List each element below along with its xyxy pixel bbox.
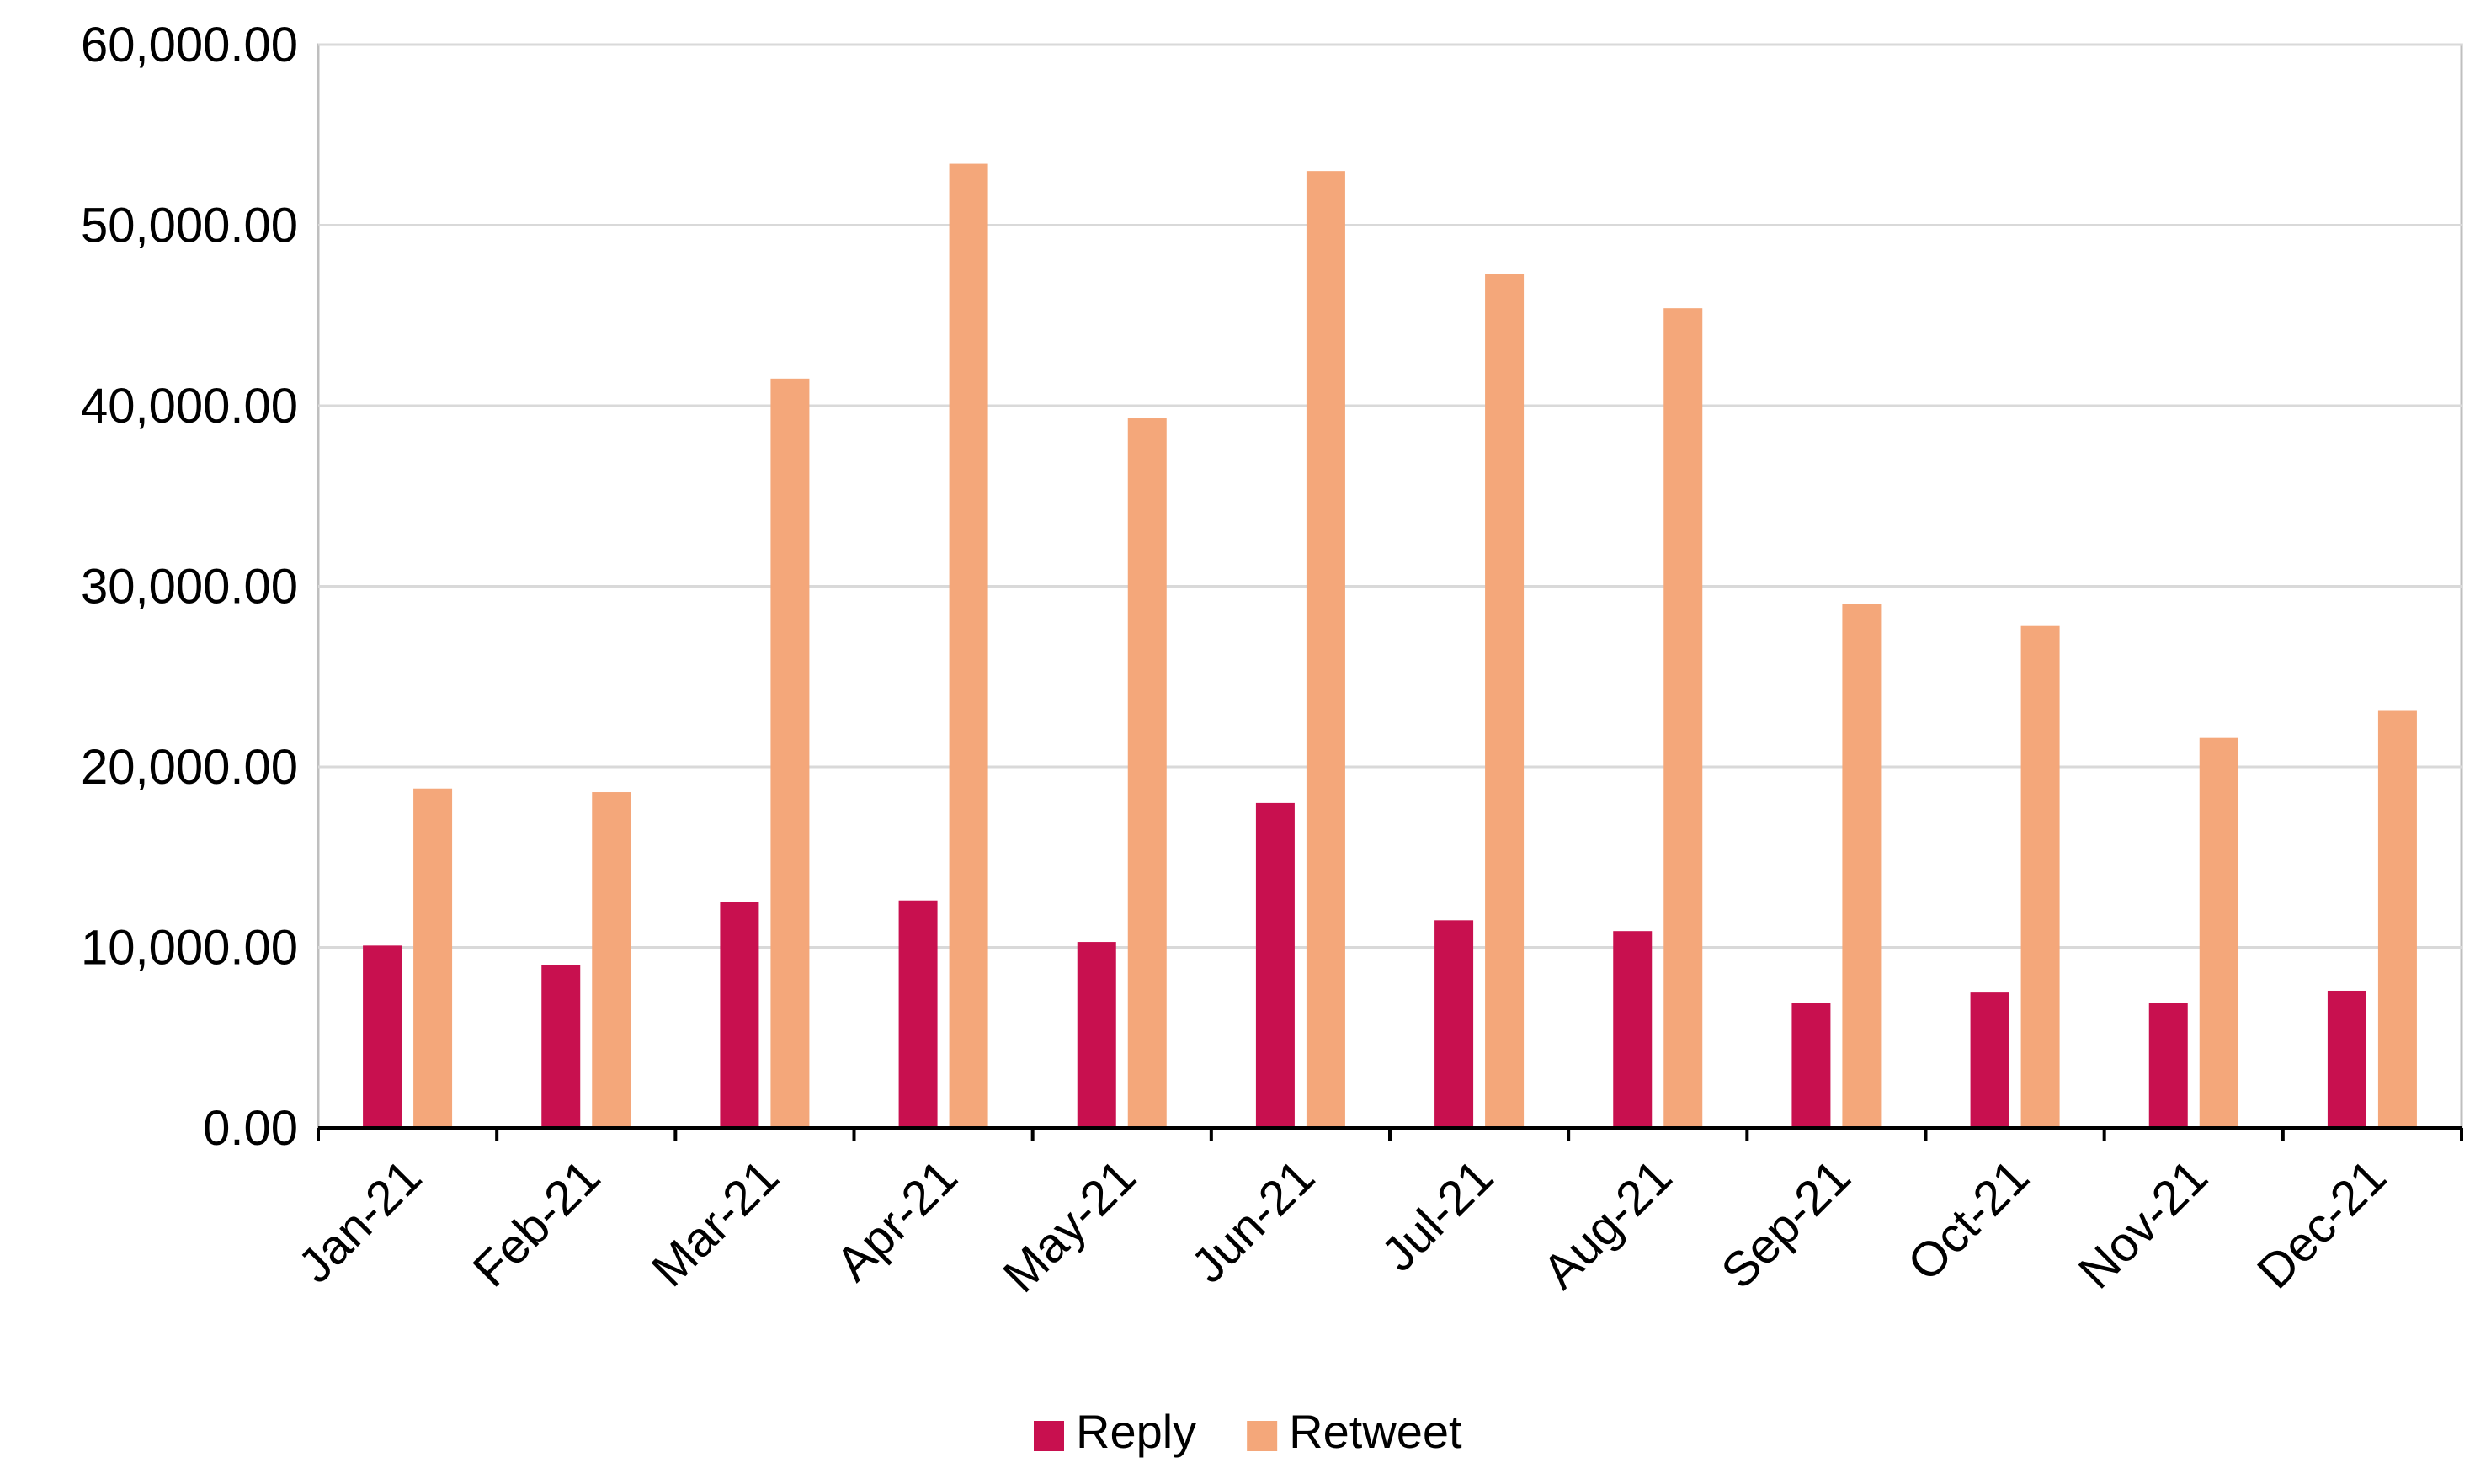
bar-retweet-mar-21	[770, 378, 810, 1128]
bars	[363, 163, 2417, 1128]
x-tick-label: Dec-21	[2247, 1149, 2397, 1299]
bar-reply-sep-21	[1791, 1003, 1831, 1128]
bar-retweet-oct-21	[2020, 625, 2060, 1128]
bar-retweet-aug-21	[1663, 308, 1703, 1128]
x-tick-label: Jun-21	[1181, 1149, 1325, 1293]
bar-retweet-nov-21	[2199, 737, 2238, 1128]
bar-retweet-jan-21	[413, 788, 453, 1128]
bar-reply-aug-21	[1613, 931, 1653, 1128]
x-tick-label: Mar-21	[641, 1149, 790, 1297]
bar-reply-jun-21	[1255, 802, 1295, 1128]
x-tick-label: Aug-21	[1532, 1149, 1682, 1299]
y-axis-tick-labels: 0.00 10,000.00 20,000.00 30,000.00 40,000.00…	[81, 18, 298, 1156]
bar-retweet-may-21	[1127, 418, 1167, 1128]
bar-retweet-feb-21	[592, 792, 631, 1128]
x-tick-label: Jan-21	[288, 1149, 432, 1293]
x-axis-tick-labels: Jan-21 Feb-21 Mar-21 Apr-21 May-21 Jun-21 Jul-…	[288, 1149, 2397, 1303]
legend-swatch-retweet	[1247, 1421, 1278, 1451]
bar-reply-dec-21	[2327, 990, 2366, 1128]
bar-reply-jul-21	[1434, 920, 1474, 1128]
bar-retweet-dec-21	[2377, 710, 2417, 1128]
bar-reply-jan-21	[363, 945, 402, 1128]
bar-reply-nov-21	[2148, 1003, 2188, 1128]
bar-reply-mar-21	[720, 902, 759, 1128]
y-tick-label: 10,000.00	[81, 921, 298, 976]
bar-retweet-jun-21	[1306, 171, 1345, 1128]
gridlines	[317, 43, 2463, 1130]
x-tick-label: Sep-21	[1711, 1149, 1860, 1299]
bar-retweet-sep-21	[1842, 604, 1882, 1128]
bar-reply-oct-21	[1970, 992, 2009, 1128]
y-tick-label: 60,000.00	[81, 18, 298, 72]
x-tick-label: Oct-21	[1898, 1149, 2040, 1291]
bar-retweet-apr-21	[949, 163, 988, 1128]
bar-retweet-jul-21	[1485, 274, 1525, 1128]
y-tick-label: 30,000.00	[81, 560, 298, 614]
x-tick-label: May-21	[993, 1149, 1147, 1303]
y-tick-label: 50,000.00	[81, 199, 298, 253]
x-tick-label: Apr-21	[826, 1149, 968, 1291]
x-tick-label: Nov-21	[2068, 1149, 2218, 1299]
x-tick-label: Jul-21	[1371, 1149, 1504, 1282]
legend-label-retweet: Retweet	[1289, 1405, 1462, 1458]
legend-swatch-reply	[1034, 1421, 1064, 1451]
x-tick-label: Feb-21	[463, 1149, 611, 1297]
y-tick-label: 20,000.00	[81, 740, 298, 795]
bar-reply-feb-21	[541, 965, 581, 1128]
y-tick-label: 40,000.00	[81, 379, 298, 433]
bar-reply-apr-21	[898, 900, 938, 1128]
y-tick-label: 0.00	[203, 1101, 298, 1156]
legend: Reply Retweet	[1034, 1405, 1462, 1458]
axes	[317, 1126, 2463, 1141]
legend-label-reply: Reply	[1076, 1405, 1196, 1458]
bar-reply-may-21	[1077, 942, 1116, 1128]
